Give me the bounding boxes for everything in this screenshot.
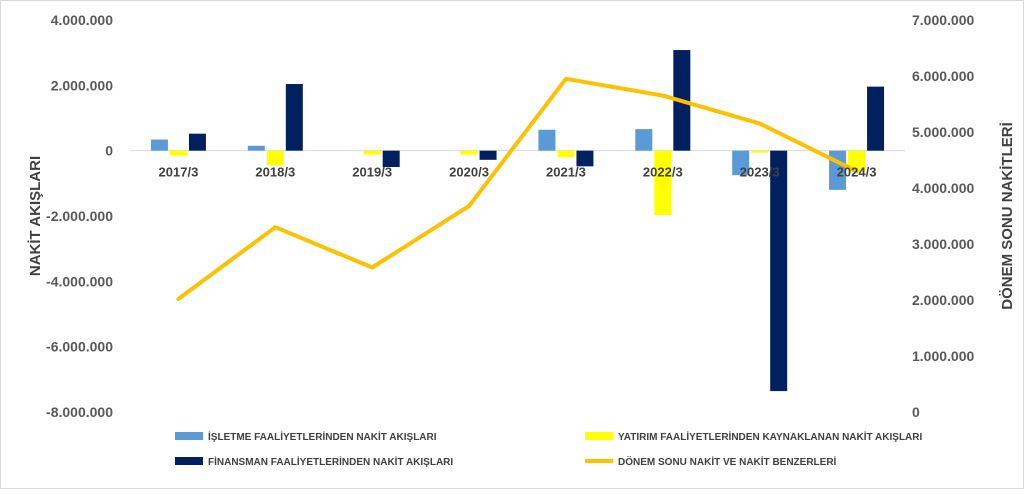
x-tick-label: 2021/3 bbox=[546, 165, 586, 180]
bar-1-2023-3 bbox=[732, 150, 750, 176]
bar-1-2018-3 bbox=[247, 145, 265, 151]
right-tick-label: 2.000.000 bbox=[912, 292, 974, 308]
left-tick-label: 2.000.000 bbox=[51, 77, 113, 93]
right-tick-label: 3.000.000 bbox=[912, 236, 974, 252]
left-tick-label: -2.000.000 bbox=[46, 208, 113, 224]
bar-3-2020-3 bbox=[479, 150, 497, 160]
legend-swatch bbox=[175, 432, 203, 440]
bar-3-2024-3 bbox=[867, 86, 885, 151]
left-tick-label: -6.000.000 bbox=[46, 339, 113, 355]
x-tick-label: 2023/3 bbox=[740, 165, 780, 180]
bar-3-2017-3 bbox=[188, 133, 206, 151]
bar-2-2024-3 bbox=[848, 150, 866, 172]
left-axis-title: NAKİT AKIŞLARI bbox=[27, 156, 44, 276]
x-axis-tick-labels: 2017/3 2018/3 2019/3 2020/3 2021/3 2022/3 2023… bbox=[159, 165, 877, 180]
x-tick-label: 2020/3 bbox=[449, 165, 489, 180]
legend: İŞLETME FAALİYETLERİNDEN NAKİT AKIŞLARI Y… bbox=[175, 430, 922, 468]
legend-label: FİNANSMAN FAALİYETLERİNDEN NAKİT AKIŞLAR… bbox=[208, 455, 453, 468]
bar-2-2023-3 bbox=[751, 150, 769, 153]
bar-series-group bbox=[150, 50, 885, 392]
legend-label: İŞLETME FAALİYETLERİNDEN NAKİT AKIŞLARI bbox=[208, 430, 437, 443]
left-tick-label: 4.000.000 bbox=[51, 12, 113, 28]
bar-2-2022-3 bbox=[654, 150, 672, 216]
legend-swatch bbox=[175, 457, 203, 465]
bar-1-2021-3 bbox=[538, 129, 556, 151]
bar-1-2022-3 bbox=[635, 129, 653, 151]
x-tick-label: 2022/3 bbox=[643, 165, 683, 180]
line-series-group bbox=[176, 76, 859, 301]
right-tick-label: 1.000.000 bbox=[912, 348, 974, 364]
bar-3-2019-3 bbox=[382, 150, 400, 167]
line-donem-sonu bbox=[176, 76, 859, 301]
left-tick-label: -4.000.000 bbox=[46, 273, 113, 289]
left-tick-label: -8.000.000 bbox=[46, 404, 113, 420]
bar-2-2021-3 bbox=[557, 150, 575, 158]
right-tick-label: 5.000.000 bbox=[912, 124, 974, 140]
bar-2-2017-3 bbox=[169, 150, 187, 156]
x-tick-label: 2018/3 bbox=[255, 165, 295, 180]
legend-label: DÖNEM SONU NAKİT VE NAKİT BENZERLERİ bbox=[618, 455, 837, 468]
x-tick-label: 2019/3 bbox=[352, 165, 392, 180]
legend-label: YATIRIM FAALİYETLERİNDEN KAYNAKLANAN NAK… bbox=[618, 430, 922, 443]
x-tick-label: 2017/3 bbox=[159, 165, 199, 180]
right-tick-label: 4.000.000 bbox=[912, 180, 974, 196]
right-axis-title: DÖNEM SONU NAKİTLERİ bbox=[999, 122, 1016, 310]
bar-2-2020-3 bbox=[460, 150, 478, 155]
left-tick-label: 0 bbox=[105, 143, 113, 159]
bar-3-2021-3 bbox=[576, 150, 594, 167]
x-tick-label: 2024/3 bbox=[837, 165, 877, 180]
right-tick-label: 0 bbox=[912, 404, 920, 420]
right-axis-tick-labels: 7.000.000 6.000.000 5.000.000 4.000.000 3.00… bbox=[912, 12, 974, 420]
bar-3-2023-3 bbox=[770, 150, 788, 392]
bar-1-2017-3 bbox=[150, 139, 168, 151]
bar-2-2018-3 bbox=[266, 150, 284, 166]
left-axis-tick-labels: 4.000.000 2.000.000 0 -2.000.000 -4.000.000 -… bbox=[46, 12, 113, 420]
right-tick-label: 6.000.000 bbox=[912, 68, 974, 84]
bar-3-2018-3 bbox=[285, 84, 303, 151]
legend-swatch bbox=[585, 432, 613, 440]
bar-2-2019-3 bbox=[363, 150, 381, 155]
right-tick-label: 7.000.000 bbox=[912, 12, 974, 28]
